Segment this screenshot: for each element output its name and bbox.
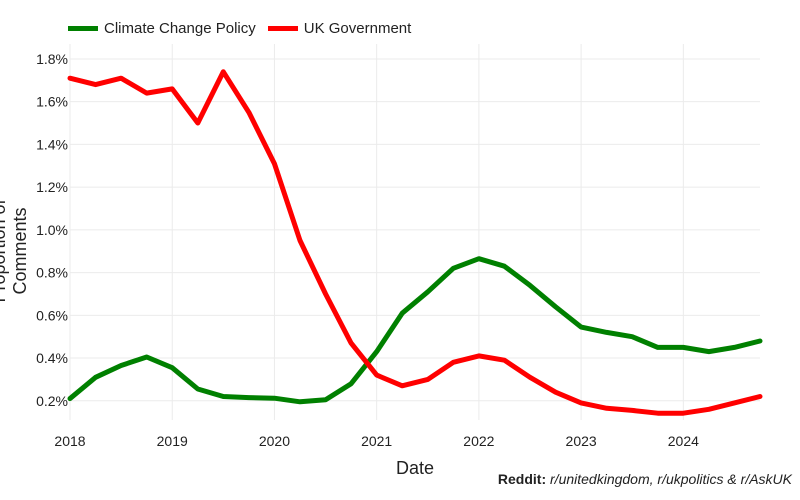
source-label: Reddit: bbox=[497, 471, 547, 487]
legend-label-uk-government: UK Government bbox=[303, 20, 412, 37]
y-tick-label: 1.4% bbox=[36, 136, 68, 152]
source-caption: Reddit: r/unitedkingdom, r/ukpolitics & … bbox=[498, 471, 792, 487]
y-tick-label: 1.0% bbox=[36, 222, 68, 238]
source-text: r/unitedkingdom, r/ukpolitics & r/AskUK bbox=[550, 471, 792, 487]
y-tick-label: 0.8% bbox=[36, 265, 68, 281]
y-tick-label: 1.2% bbox=[36, 179, 68, 195]
legend-label-climate-change-policy: Climate Change Policy bbox=[104, 20, 256, 37]
legend-item-climate-change-policy: Climate Change Policy bbox=[68, 20, 256, 37]
legend-swatch-climate-change-policy bbox=[68, 26, 98, 31]
x-tick-label: 2021 bbox=[361, 433, 392, 449]
x-tick-label: 2020 bbox=[259, 433, 290, 449]
series-line-climate-change-policy bbox=[67, 256, 763, 405]
x-tick-label: 2019 bbox=[157, 433, 188, 449]
y-tick-label: 0.6% bbox=[36, 307, 68, 323]
series-line-uk-government bbox=[67, 69, 763, 416]
y-tick-label: 1.6% bbox=[36, 94, 68, 110]
x-tick-label: 2023 bbox=[566, 433, 597, 449]
y-tick-label: 0.4% bbox=[36, 350, 68, 366]
y-tick-label: 1.8% bbox=[36, 51, 68, 67]
x-tick-label: 2024 bbox=[668, 433, 699, 449]
legend-swatch-uk-government bbox=[267, 26, 298, 31]
y-tick-label: 0.2% bbox=[36, 393, 68, 409]
y-axis-title: Proportion of Comments bbox=[0, 199, 30, 303]
x-axis-title: Date bbox=[395, 458, 435, 478]
x-tick-label: 2022 bbox=[463, 433, 494, 449]
x-tick-label: 2018 bbox=[54, 433, 85, 449]
legend-item-uk-government: UK Government bbox=[267, 20, 412, 37]
legend: Climate Change Policy UK Government bbox=[68, 20, 411, 37]
